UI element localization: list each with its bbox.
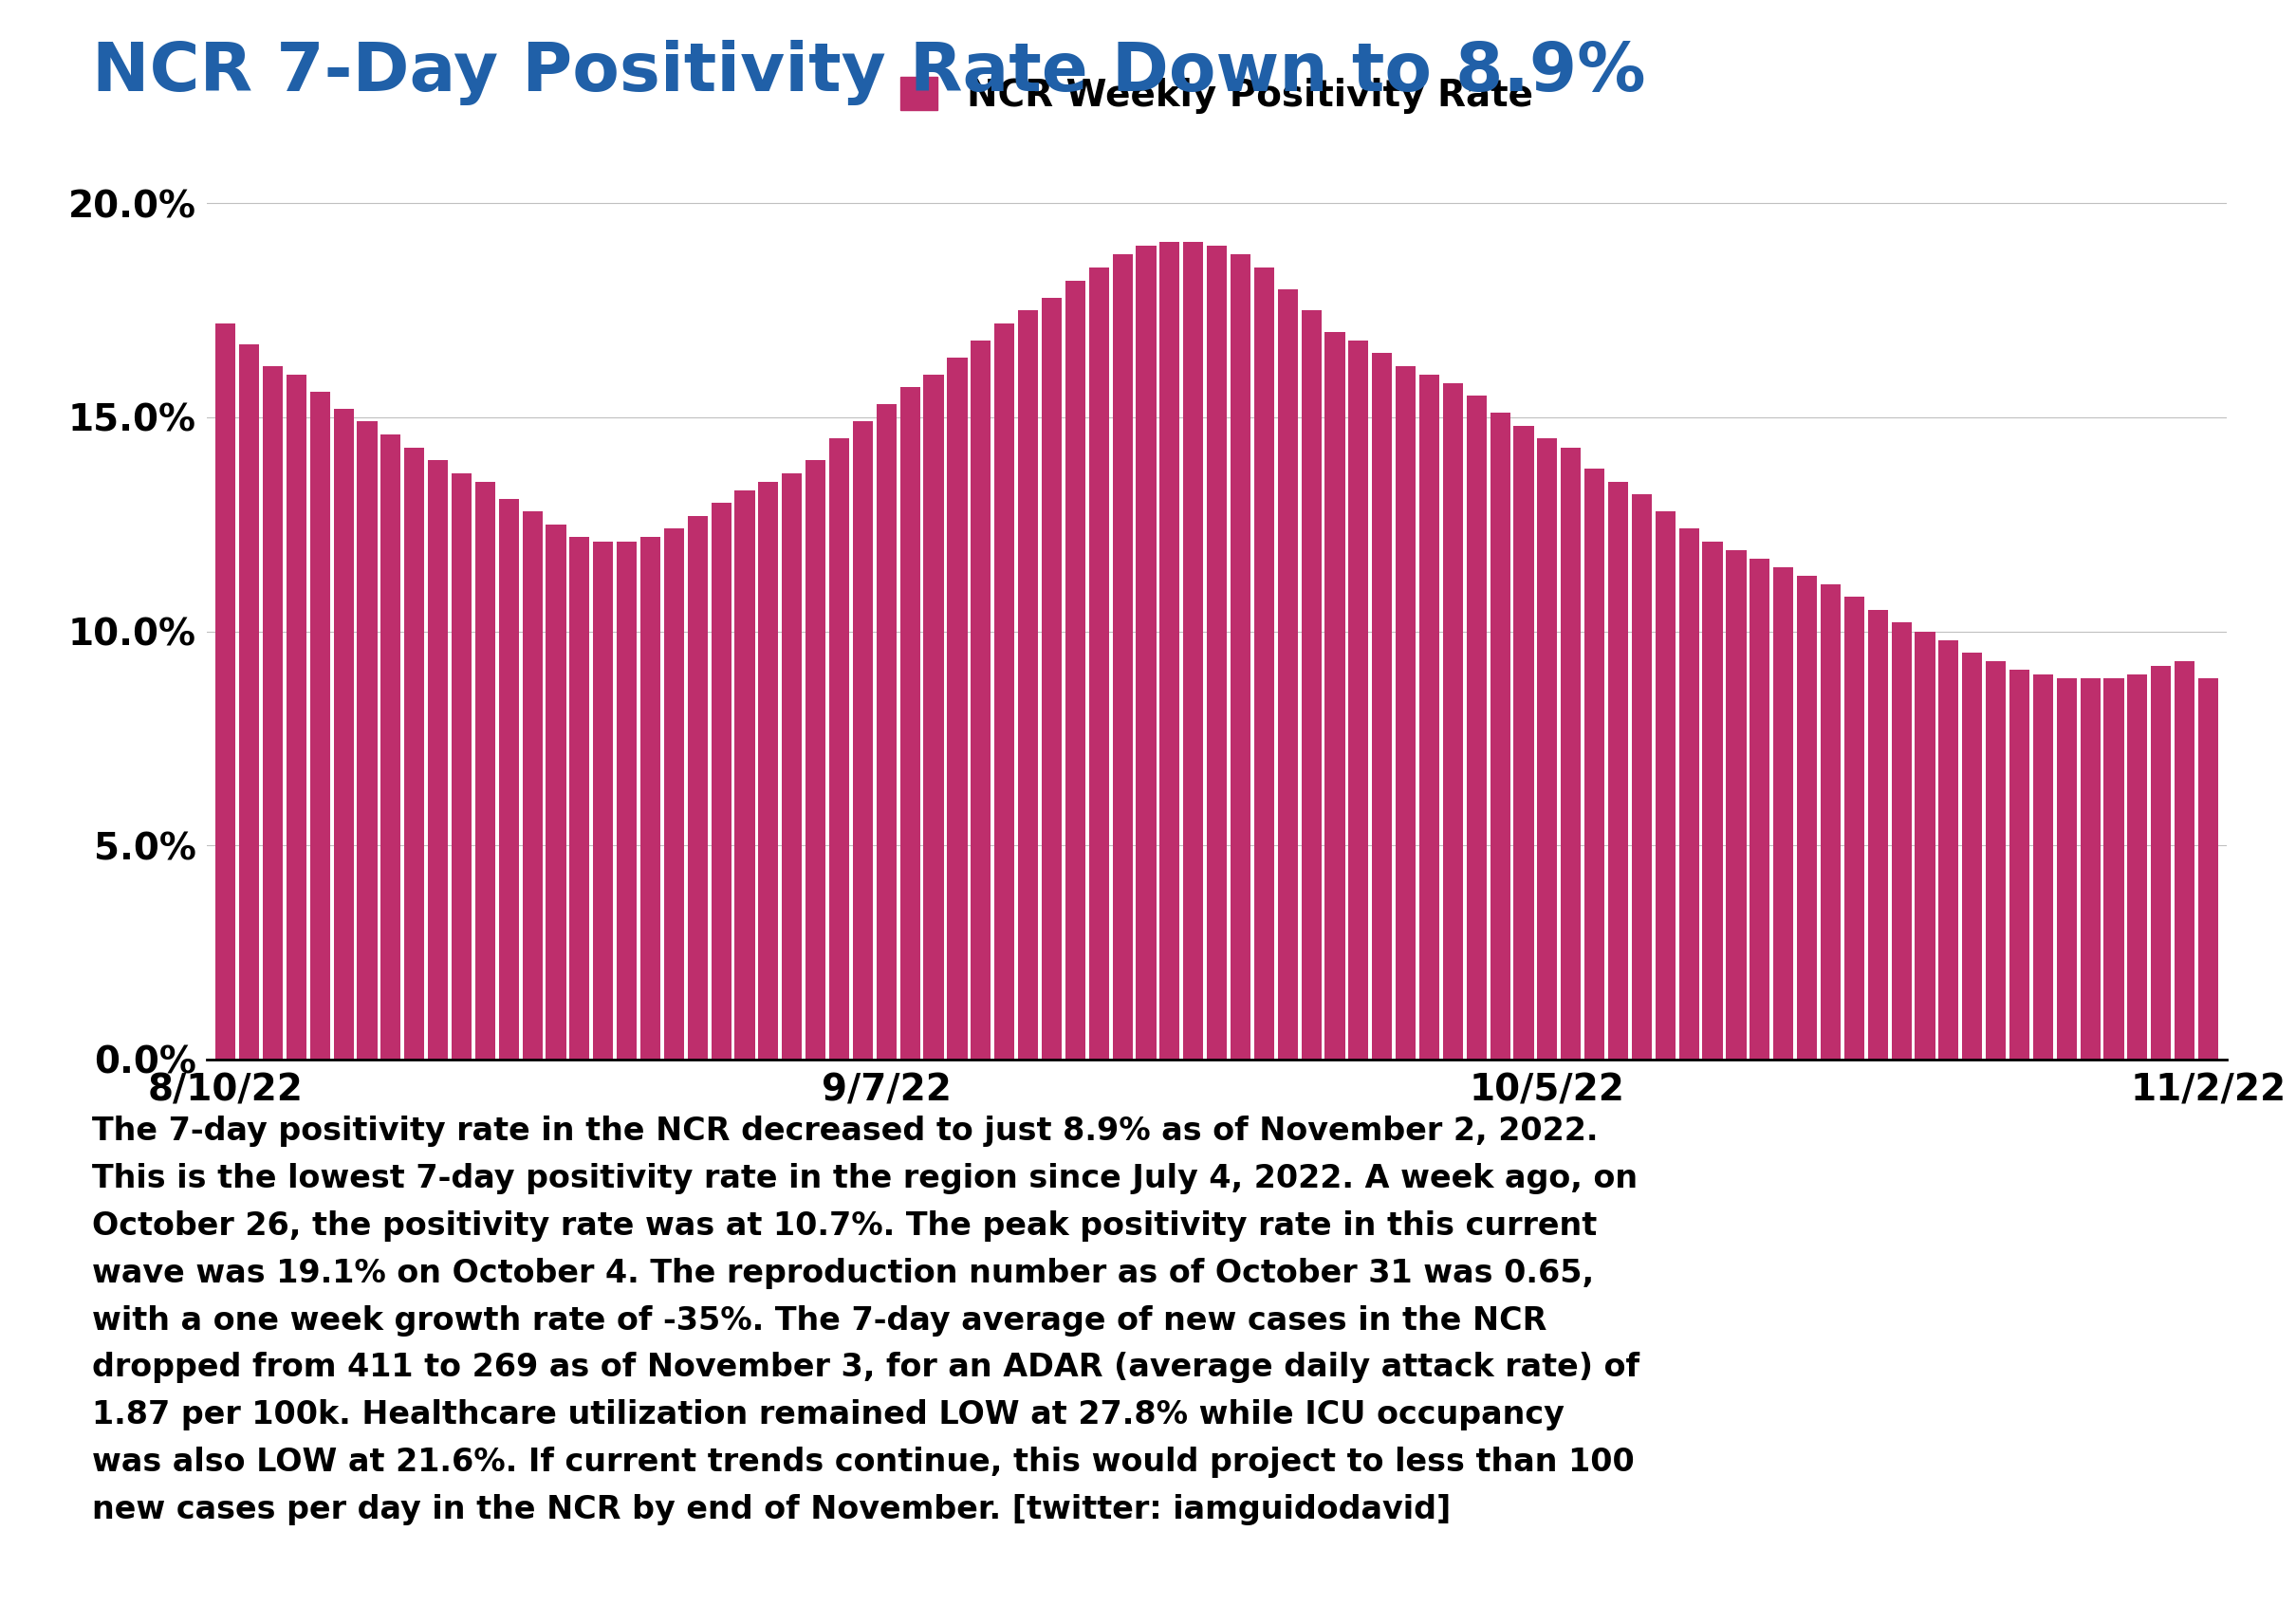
Bar [1892,623,1910,1059]
Bar [2080,679,2101,1059]
Bar [618,541,636,1059]
Bar [2151,666,2172,1059]
Bar [641,538,661,1059]
Bar [1584,469,1605,1059]
Bar [1821,584,1841,1059]
Bar [1561,448,1582,1059]
Bar [216,323,236,1059]
Bar [1325,332,1345,1059]
Bar [498,499,519,1059]
Bar [475,481,496,1059]
Bar [1632,494,1651,1059]
Bar [1963,653,1981,1059]
Bar [829,438,850,1059]
Bar [1655,512,1676,1059]
Bar [783,473,801,1059]
Bar [2009,669,2030,1059]
Bar [521,512,542,1059]
Bar [1727,551,1747,1059]
Bar [546,525,567,1059]
Bar [994,323,1015,1059]
Bar [1607,481,1628,1059]
Bar [310,392,331,1059]
Bar [1442,384,1463,1059]
Bar [2057,679,2076,1059]
Bar [287,374,305,1059]
Bar [1254,268,1274,1059]
Bar [1017,310,1038,1059]
Bar [569,538,590,1059]
Bar [358,422,377,1059]
Bar [1798,576,1816,1059]
Bar [381,435,402,1059]
Bar [2103,679,2124,1059]
Bar [900,387,921,1059]
Bar [1137,246,1157,1059]
Bar [877,404,895,1059]
Bar [2128,674,2147,1059]
Bar [1467,396,1486,1059]
Legend: NCR Weekly Positivity Rate: NCR Weekly Positivity Rate [886,63,1548,128]
Bar [1867,610,1887,1059]
Bar [1065,281,1086,1059]
Bar [1348,340,1368,1059]
Bar [687,515,707,1059]
Bar [1704,541,1722,1059]
Bar [758,481,778,1059]
Bar [1277,289,1297,1059]
Bar [427,461,448,1059]
Bar [239,345,259,1059]
Bar [712,502,730,1059]
Bar [1159,242,1180,1059]
Bar [852,422,872,1059]
Bar [452,473,471,1059]
Bar [735,490,755,1059]
Bar [1986,661,2007,1059]
Bar [1938,640,1958,1059]
Bar [592,541,613,1059]
Bar [1419,374,1440,1059]
Bar [923,374,944,1059]
Bar [1114,255,1132,1059]
Bar [1773,567,1793,1059]
Bar [333,409,354,1059]
Bar [2032,674,2053,1059]
Bar [2174,661,2195,1059]
Text: The 7-day positivity rate in the NCR decreased to just 8.9% as of November 2, 20: The 7-day positivity rate in the NCR dec… [92,1115,1639,1525]
Bar [1396,366,1417,1059]
Bar [948,358,967,1059]
Bar [2197,679,2218,1059]
Bar [1302,310,1320,1059]
Bar [1088,268,1109,1059]
Bar [1182,242,1203,1059]
Bar [1373,353,1391,1059]
Text: NCR 7-Day Positivity Rate Down to 8.9%: NCR 7-Day Positivity Rate Down to 8.9% [92,40,1646,106]
Bar [971,340,992,1059]
Bar [664,528,684,1059]
Bar [1208,246,1226,1059]
Bar [1513,425,1534,1059]
Bar [1915,631,1936,1059]
Bar [404,448,425,1059]
Bar [1231,255,1251,1059]
Bar [1490,412,1511,1059]
Bar [1844,597,1864,1059]
Bar [1678,528,1699,1059]
Bar [806,461,827,1059]
Bar [1042,297,1061,1059]
Bar [1538,438,1557,1059]
Bar [262,366,282,1059]
Bar [1750,559,1770,1059]
